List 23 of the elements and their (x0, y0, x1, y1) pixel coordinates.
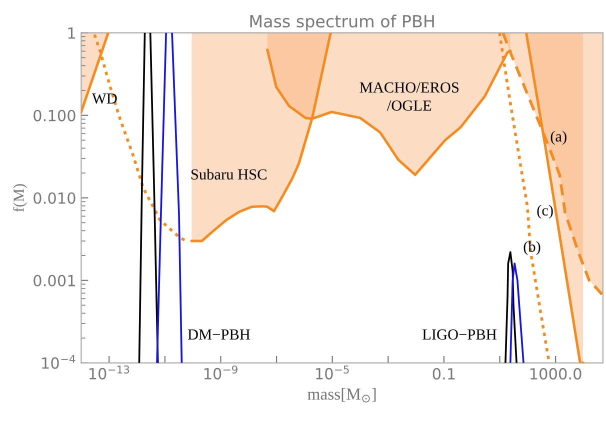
annotation: Subaru HSC (191, 168, 266, 180)
annotation: (c) (537, 204, 553, 219)
y-tick-label: 0.010 (34, 192, 76, 204)
chart-title: Mass spectrum of PBH (250, 14, 434, 31)
annotation: (a) (550, 130, 566, 145)
x-tick-label: 1000.0 (530, 368, 582, 380)
annotation: WD (92, 94, 117, 104)
x-tick-label: 0.1 (432, 368, 455, 380)
x-tick-label: 10$^{−5}$ (316, 366, 349, 380)
x-axis-title: mass[M$_{⊙}$] (308, 388, 376, 402)
line-series (509, 262, 524, 363)
y-tick-label: 1 (68, 28, 75, 39)
x-tick-label: 10$^{−13}$ (89, 365, 130, 380)
annotation: LIGO−PBH (422, 329, 496, 340)
y-tick-label: 0.001 (34, 274, 75, 286)
y-tick-label: 10$^{−4}$ (42, 354, 76, 369)
y-axis-title: f(M) (13, 184, 28, 212)
line-series (504, 251, 518, 363)
annotation: (b) (524, 241, 540, 255)
y-tick-label: 0.100 (34, 110, 76, 122)
annotation: DM−PBH (188, 330, 250, 340)
x-tick-label: 10$^{−9}$ (204, 365, 238, 380)
annotation: MACHO/EROS /OGLE (360, 82, 459, 111)
